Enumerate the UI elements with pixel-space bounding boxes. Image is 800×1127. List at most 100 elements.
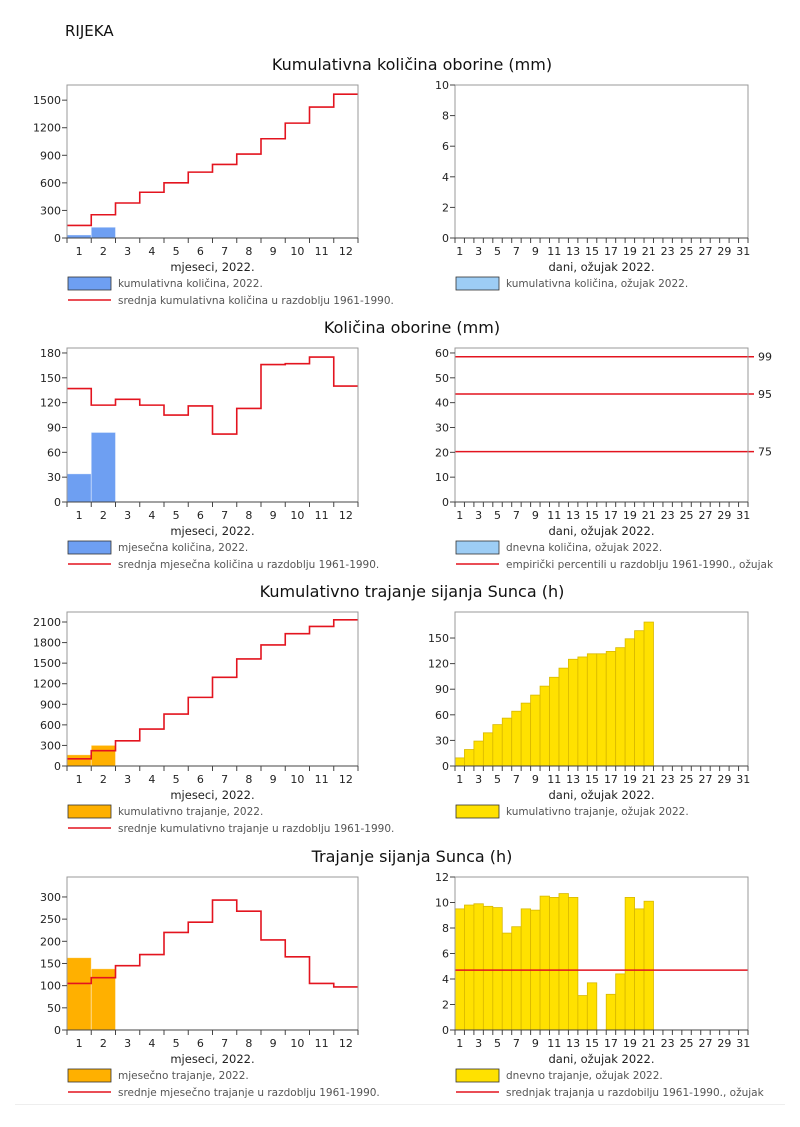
x-tick-label: 11 bbox=[547, 509, 561, 522]
x-tick-label: 31 bbox=[736, 245, 750, 258]
legend-swatch bbox=[67, 1068, 112, 1083]
x-tick-label: 3 bbox=[124, 509, 131, 522]
legend: kumulativna količina, 2022. srednja kumul… bbox=[67, 276, 394, 307]
x-tick-label: 3 bbox=[475, 773, 482, 786]
x-tick-label: 9 bbox=[270, 509, 277, 522]
bar bbox=[473, 740, 484, 767]
x-tick-label: 10 bbox=[290, 1037, 304, 1050]
x-tick-label: 1 bbox=[76, 773, 83, 786]
x-tick-label: 11 bbox=[547, 773, 561, 786]
y-tick-label: 1200 bbox=[33, 678, 61, 691]
x-tick-label: 13 bbox=[566, 509, 580, 522]
y-tick-label: 10 bbox=[435, 79, 449, 92]
y-tick-label: 10 bbox=[435, 471, 449, 484]
x-tick-label: 11 bbox=[547, 245, 561, 258]
x-tick-label: 1 bbox=[456, 773, 463, 786]
y-tick-label: 0 bbox=[54, 1024, 61, 1037]
x-tick-label: 21 bbox=[642, 245, 656, 258]
legend-label: kumulativno trajanje, ožujak 2022. bbox=[506, 806, 689, 818]
x-tick-label: 2 bbox=[100, 773, 107, 786]
x-tick-label: 27 bbox=[698, 773, 712, 786]
x-axis-label: mjeseci, 2022. bbox=[170, 524, 254, 538]
legend-swatch bbox=[455, 540, 500, 555]
bar bbox=[482, 732, 494, 767]
y-tick-label: 120 bbox=[40, 397, 61, 410]
x-tick-label: 6 bbox=[197, 773, 204, 786]
x-tick-label: 5 bbox=[173, 245, 180, 258]
y-tick-label: 300 bbox=[40, 891, 61, 904]
y-tick-label: 4 bbox=[442, 171, 449, 184]
x-tick-label: 5 bbox=[173, 1037, 180, 1050]
bar bbox=[90, 744, 116, 767]
bar bbox=[568, 897, 579, 1031]
bar bbox=[90, 432, 116, 503]
x-tick-label: 7 bbox=[513, 773, 520, 786]
x-tick-label: 25 bbox=[680, 1037, 694, 1050]
x-tick-label: 7 bbox=[221, 509, 228, 522]
y-tick-label: 0 bbox=[442, 760, 449, 773]
x-tick-label: 17 bbox=[604, 773, 618, 786]
divider bbox=[15, 1104, 785, 1105]
x-tick-label: 9 bbox=[532, 1037, 539, 1050]
y-tick-label: 900 bbox=[40, 149, 61, 162]
x-tick-label: 12 bbox=[339, 1037, 353, 1050]
bar bbox=[568, 658, 579, 767]
y-tick-label: 2100 bbox=[33, 616, 61, 629]
x-tick-label: 11 bbox=[547, 1037, 561, 1050]
x-axis-label: dani, ožujak 2022. bbox=[549, 524, 655, 538]
bar bbox=[520, 702, 532, 767]
y-tick-label: 12 bbox=[435, 871, 449, 884]
x-tick-label: 1 bbox=[456, 245, 463, 258]
bar bbox=[624, 638, 635, 767]
x-tick-label: 1 bbox=[456, 1037, 463, 1050]
bar bbox=[501, 932, 513, 1031]
x-tick-label: 5 bbox=[494, 509, 501, 522]
legend-label: kumulativno trajanje, 2022. bbox=[118, 806, 263, 818]
y-tick-label: 0 bbox=[54, 232, 61, 245]
x-tick-label: 7 bbox=[221, 245, 228, 258]
y-tick-label: 100 bbox=[40, 980, 61, 993]
x-tick-label: 11 bbox=[315, 773, 329, 786]
legend: dnevno trajanje, ožujak 2022. srednjak tr… bbox=[455, 1068, 765, 1099]
bar bbox=[605, 651, 617, 767]
bar bbox=[66, 754, 92, 767]
x-tick-label: 21 bbox=[642, 773, 656, 786]
x-axis-label: dani, ožujak 2022. bbox=[549, 1052, 655, 1066]
x-axis-label: mjeseci, 2022. bbox=[170, 1052, 254, 1066]
x-tick-label: 31 bbox=[736, 773, 750, 786]
y-tick-label: 10 bbox=[435, 897, 449, 910]
bar bbox=[539, 895, 550, 1031]
bar bbox=[454, 757, 465, 767]
x-tick-label: 5 bbox=[173, 509, 180, 522]
legend-label: mjesečno trajanje, 2022. bbox=[118, 1070, 249, 1082]
y-tick-label: 200 bbox=[40, 935, 61, 948]
legend-label: srednja kumulativna količina u razdoblju… bbox=[118, 295, 394, 307]
legend: kumulativno trajanje, 2022. srednje kumul… bbox=[67, 804, 394, 835]
bar bbox=[605, 993, 617, 1031]
x-tick-label: 17 bbox=[604, 1037, 618, 1050]
y-tick-label: 30 bbox=[435, 421, 449, 434]
y-tick-label: 60 bbox=[47, 446, 61, 459]
y-tick-label: 300 bbox=[40, 739, 61, 752]
percentile-label: 95 bbox=[758, 388, 772, 401]
x-tick-label: 25 bbox=[680, 773, 694, 786]
legend-label: srednje mjesečno trajanje u razdoblju 19… bbox=[118, 1087, 380, 1099]
x-tick-label: 15 bbox=[585, 1037, 599, 1050]
y-tick-label: 60 bbox=[435, 347, 449, 360]
y-tick-label: 150 bbox=[428, 632, 449, 645]
legend-swatch bbox=[67, 276, 112, 291]
bar bbox=[643, 621, 654, 767]
x-tick-label: 2 bbox=[100, 509, 107, 522]
x-tick-label: 1 bbox=[76, 245, 83, 258]
x-tick-label: 31 bbox=[736, 509, 750, 522]
y-tick-label: 2 bbox=[442, 201, 449, 214]
y-tick-label: 40 bbox=[435, 397, 449, 410]
y-tick-label: 1500 bbox=[33, 94, 61, 107]
x-tick-label: 5 bbox=[494, 773, 501, 786]
x-tick-label: 11 bbox=[315, 1037, 329, 1050]
y-tick-label: 0 bbox=[442, 496, 449, 509]
